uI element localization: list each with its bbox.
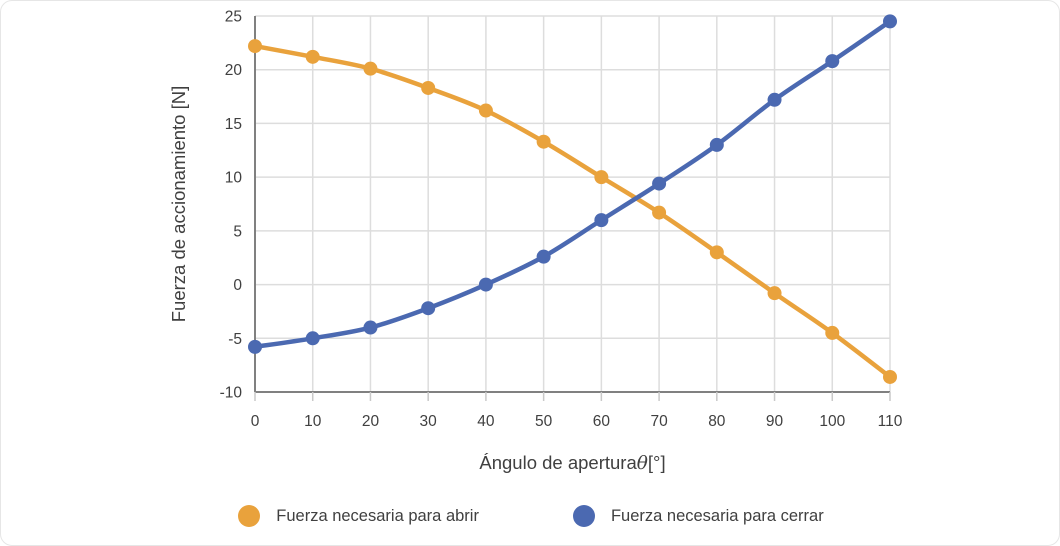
x-tick-label: 10 <box>304 413 322 430</box>
legend-item-abrir[interactable]: Fuerza necesaria para abrir <box>238 505 479 527</box>
y-tick-label: 10 <box>225 170 243 187</box>
data-point-series-1 <box>709 137 724 152</box>
y-tick-label: 20 <box>225 62 243 79</box>
theta-symbol: θ <box>636 453 648 474</box>
x-tick-label: 110 <box>878 413 903 430</box>
legend-item-cerrar[interactable]: Fuerza necesaria para cerrar <box>572 505 824 527</box>
legend: Fuerza necesaria para abrir Fuerza neces… <box>1 505 1059 527</box>
line-chart-plot: 0 10 20 30 40 50 60 70 80 90 100 110 -10 -5 0 5 10 15 20 25… <box>168 9 903 431</box>
x-axis-title-unit: [°] <box>647 452 666 473</box>
data-point-series-0 <box>594 170 609 185</box>
data-point-series-0 <box>767 286 782 301</box>
legend-marker-cerrar-icon <box>572 505 595 527</box>
x-tick-label: 0 <box>251 413 260 430</box>
legend-label-cerrar: Fuerza necesaria para cerrar <box>610 506 824 525</box>
x-axis-title-text: Ángulo de apertura <box>479 452 637 473</box>
data-point-series-0 <box>248 39 262 54</box>
x-tick-label: 70 <box>650 413 668 430</box>
x-tick-label: 60 <box>593 413 611 430</box>
x-tick-label: 20 <box>362 413 380 430</box>
data-point-series-1 <box>825 54 840 69</box>
x-tick-label: 90 <box>766 413 784 430</box>
y-axis-title: Fuerza de accionamiento [N] <box>168 86 189 323</box>
data-point-series-0 <box>536 134 551 149</box>
x-tick-label: 50 <box>535 413 553 430</box>
data-point-series-0 <box>478 103 493 118</box>
y-tick-label: -5 <box>228 331 242 348</box>
data-point-series-1 <box>421 301 436 316</box>
data-point-series-0 <box>709 245 724 260</box>
data-point-series-0 <box>305 49 320 64</box>
legend-marker-abrir-icon <box>238 505 261 527</box>
y-tick-label: 15 <box>225 116 242 133</box>
data-point-series-0 <box>652 205 667 220</box>
data-point-series-1 <box>883 14 897 29</box>
y-tick-label: 25 <box>225 9 242 26</box>
data-point-series-1 <box>478 277 493 292</box>
x-axis-title: Ángulo de aperturaθ[°] <box>255 452 890 474</box>
data-point-series-0 <box>825 325 840 340</box>
x-tick-label: 80 <box>708 413 726 430</box>
data-point-series-0 <box>363 61 378 76</box>
data-point-series-1 <box>248 339 262 354</box>
legend-label-abrir: Fuerza necesaria para abrir <box>276 506 479 525</box>
data-point-series-1 <box>363 320 378 335</box>
data-point-series-1 <box>536 249 551 264</box>
data-point-series-1 <box>652 176 667 191</box>
x-tick-label: 100 <box>819 413 845 430</box>
data-point-series-1 <box>594 213 609 228</box>
series-line-0 <box>252 43 893 380</box>
data-point-series-1 <box>305 331 320 346</box>
data-point-series-1 <box>767 92 782 107</box>
data-point-series-0 <box>421 80 436 95</box>
y-tick-label: 0 <box>233 277 242 294</box>
data-point-series-0 <box>883 369 897 384</box>
y-tick-label: 5 <box>233 223 242 240</box>
x-tick-label: 40 <box>477 413 495 430</box>
y-tick-label: -10 <box>220 385 243 402</box>
x-tick-label: 30 <box>420 413 438 430</box>
